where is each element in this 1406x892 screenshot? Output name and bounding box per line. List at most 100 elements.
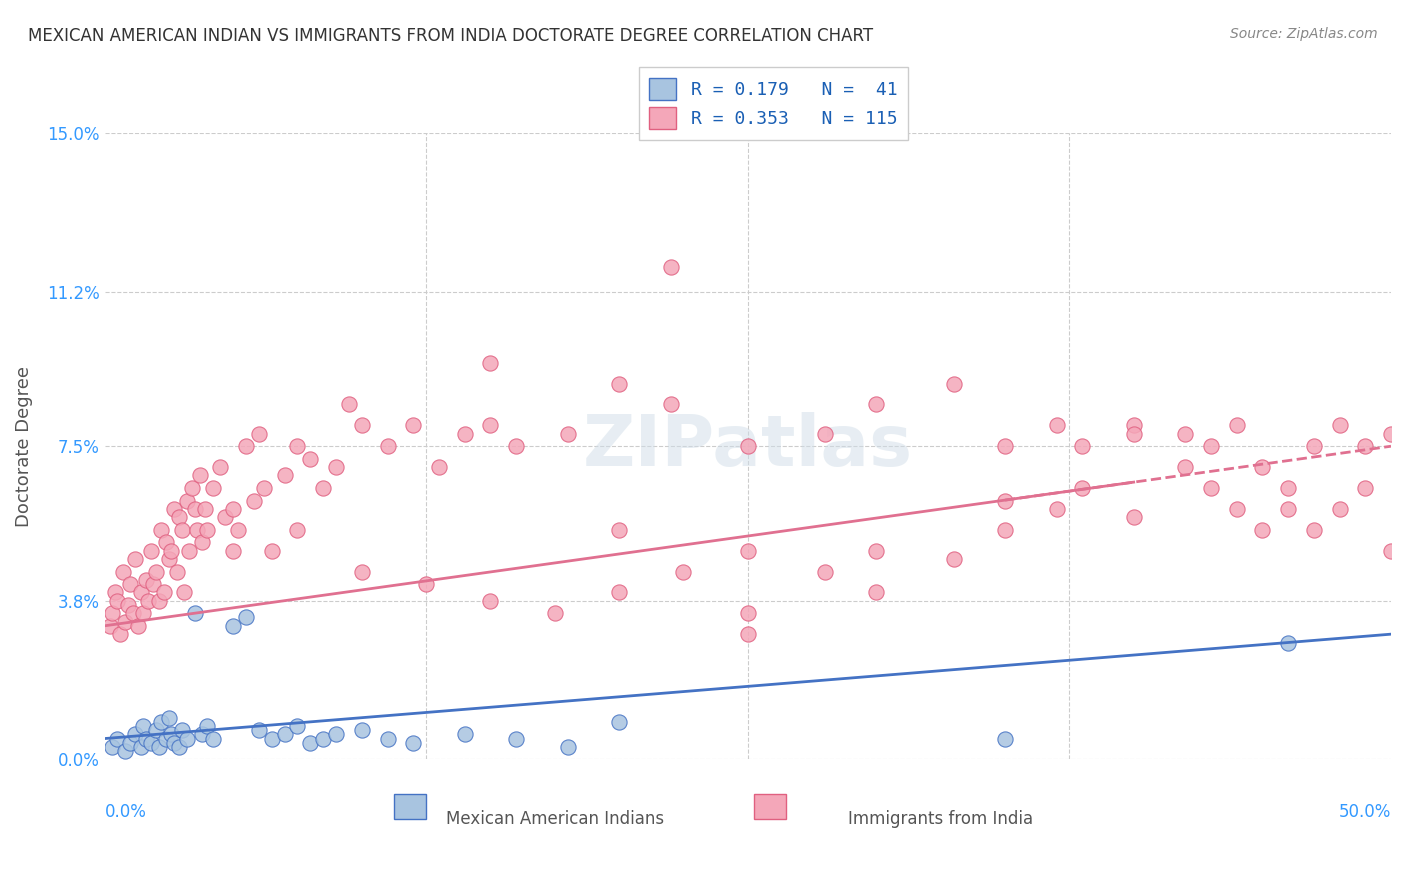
Point bbox=[1354, 481, 1376, 495]
Point bbox=[994, 493, 1017, 508]
Point bbox=[247, 723, 270, 738]
Point bbox=[157, 711, 180, 725]
Point bbox=[191, 727, 214, 741]
Point bbox=[273, 727, 295, 741]
Point bbox=[145, 723, 167, 738]
Point bbox=[139, 736, 162, 750]
Point bbox=[163, 736, 186, 750]
Point bbox=[1174, 426, 1197, 441]
Point bbox=[242, 493, 264, 508]
Point bbox=[120, 577, 142, 591]
Point bbox=[135, 731, 157, 746]
Point bbox=[160, 727, 183, 741]
Point bbox=[287, 523, 309, 537]
Point bbox=[1226, 418, 1249, 433]
Point bbox=[1174, 460, 1197, 475]
Point bbox=[105, 593, 128, 607]
Point bbox=[145, 565, 167, 579]
Point bbox=[222, 543, 245, 558]
Point bbox=[117, 598, 139, 612]
Point bbox=[737, 439, 759, 453]
Point bbox=[183, 607, 205, 621]
Point bbox=[124, 727, 146, 741]
Point bbox=[197, 523, 219, 537]
Point bbox=[148, 593, 170, 607]
Point bbox=[814, 426, 837, 441]
Point bbox=[1277, 635, 1299, 649]
Point bbox=[737, 607, 759, 621]
Point bbox=[994, 439, 1017, 453]
Point bbox=[607, 523, 630, 537]
Point bbox=[191, 535, 214, 549]
Point bbox=[672, 565, 695, 579]
Point bbox=[121, 607, 143, 621]
Point bbox=[167, 739, 190, 754]
Point bbox=[166, 565, 188, 579]
Point bbox=[607, 585, 630, 599]
Point bbox=[402, 736, 425, 750]
Point bbox=[142, 577, 165, 591]
Point bbox=[163, 501, 186, 516]
Point bbox=[994, 523, 1017, 537]
Point bbox=[325, 460, 347, 475]
Point bbox=[737, 627, 759, 641]
Point bbox=[183, 501, 205, 516]
Point bbox=[114, 615, 136, 629]
Point bbox=[1277, 481, 1299, 495]
Point bbox=[1122, 426, 1144, 441]
Point bbox=[105, 731, 128, 746]
Point bbox=[124, 552, 146, 566]
Point bbox=[402, 418, 425, 433]
Point bbox=[994, 731, 1017, 746]
Point bbox=[1199, 439, 1222, 453]
Point bbox=[865, 543, 887, 558]
Point bbox=[260, 543, 283, 558]
Point bbox=[108, 627, 131, 641]
Point bbox=[98, 619, 121, 633]
Point bbox=[1354, 439, 1376, 453]
Point bbox=[173, 585, 195, 599]
Point bbox=[222, 501, 245, 516]
Point bbox=[557, 426, 579, 441]
Point bbox=[1329, 418, 1351, 433]
Point bbox=[104, 585, 127, 599]
Point bbox=[150, 523, 173, 537]
Point bbox=[659, 260, 682, 274]
Point bbox=[377, 731, 399, 746]
Point bbox=[214, 510, 236, 524]
Point bbox=[148, 739, 170, 754]
Point bbox=[1277, 501, 1299, 516]
Point bbox=[235, 439, 257, 453]
Text: MEXICAN AMERICAN INDIAN VS IMMIGRANTS FROM INDIA DOCTORATE DEGREE CORRELATION CH: MEXICAN AMERICAN INDIAN VS IMMIGRANTS FR… bbox=[28, 27, 873, 45]
Point bbox=[247, 426, 270, 441]
Point bbox=[299, 736, 322, 750]
Point bbox=[201, 731, 224, 746]
Bar bbox=[754, 794, 786, 819]
Point bbox=[181, 481, 204, 495]
Text: Mexican American Indians: Mexican American Indians bbox=[446, 810, 664, 828]
Point bbox=[1226, 501, 1249, 516]
Point bbox=[1199, 481, 1222, 495]
Point bbox=[176, 493, 198, 508]
Point bbox=[129, 585, 152, 599]
Point bbox=[377, 439, 399, 453]
Point bbox=[557, 739, 579, 754]
Point bbox=[170, 523, 193, 537]
Point bbox=[607, 714, 630, 729]
Point bbox=[273, 468, 295, 483]
Text: 50.0%: 50.0% bbox=[1339, 804, 1391, 822]
Point bbox=[865, 585, 887, 599]
Point bbox=[111, 565, 134, 579]
Point bbox=[287, 439, 309, 453]
Point bbox=[157, 552, 180, 566]
Point bbox=[253, 481, 276, 495]
Point bbox=[505, 439, 527, 453]
Point bbox=[260, 731, 283, 746]
Point bbox=[150, 714, 173, 729]
Point bbox=[479, 356, 502, 370]
Point bbox=[129, 739, 152, 754]
Point bbox=[209, 460, 232, 475]
Point bbox=[505, 731, 527, 746]
Legend: R = 0.179   N =  41, R = 0.353   N = 115: R = 0.179 N = 41, R = 0.353 N = 115 bbox=[638, 67, 908, 140]
Point bbox=[170, 723, 193, 738]
